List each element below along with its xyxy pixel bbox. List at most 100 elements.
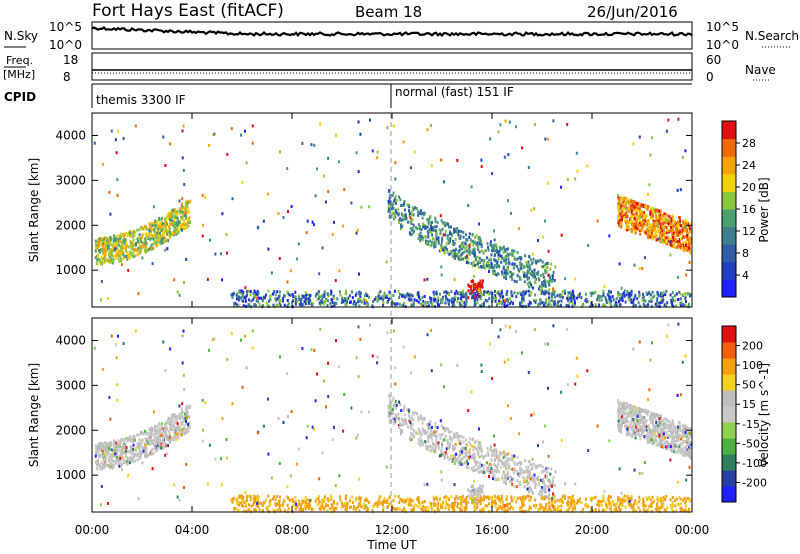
power-echo-cell [513,291,516,295]
power-echo-cell [488,270,490,273]
velocity-echo-cell [628,432,631,436]
power-echo-cell [528,293,531,297]
velocity-echo-cell [164,426,167,430]
power-echo-cell [476,285,479,289]
power-echo-cell [388,290,391,294]
power-echo-cell [173,278,176,282]
power-echo-cell [522,304,525,308]
velocity-echo-cell [126,439,129,443]
power-echo-cell [121,263,123,267]
power-echo-cell [477,283,480,287]
power-echo-cell [104,236,107,240]
power-echo-cell [661,214,664,217]
velocity-echo-cell [169,421,172,425]
velocity-echo-cell [472,465,475,469]
velocity-echo-cell [108,449,110,453]
power-echo-cell [404,213,407,217]
power-echo-cell [623,289,626,293]
power-echo-cell [497,250,500,254]
velocity-echo-cell [168,440,171,444]
power-echo-cell [160,217,163,220]
power-echo-cell [503,155,506,159]
power-echo-cell [516,291,519,295]
power-echo-cell [659,236,662,240]
power-echo-cell [118,259,121,263]
power-echo-cell [410,233,413,237]
velocity-echo-cell [473,452,476,456]
power-echo-cell [480,243,483,247]
power-echo-cell [678,230,681,234]
velocity-echo-cell [139,456,142,460]
velocity-echo-cell [95,446,98,450]
power-echo-cell [618,224,621,228]
power-echo-cell [455,254,457,258]
velocity-echo-cell [127,450,130,454]
power-echo-cell [119,234,121,238]
velocity-echo-cell [136,442,139,446]
power-echo-cell [104,249,107,252]
power-echo-cell [432,290,435,294]
power-echo-cell [395,211,398,215]
velocity-echo-cell [145,432,148,436]
power-echo-cell [121,240,124,244]
power-echo-cell [289,293,292,297]
velocity-echo-cell [417,438,420,442]
power-echo-cell [677,117,680,121]
power-echo-cell [185,226,188,229]
power-echo-cell [437,302,439,306]
power-echo-cell [634,231,637,235]
velocity-echo-cell [405,422,408,426]
power-echo-cell [649,232,652,236]
power-echo-cell [667,118,670,122]
power-echo-cell [465,300,468,304]
colorbar-swatch [722,173,736,192]
power-echo-cell [108,255,111,259]
velocity-echo-cell [146,439,149,443]
power-echo-cell [176,223,179,227]
power-echo-cell [246,290,249,293]
velocity-echo-cell [488,471,491,475]
power-echo-cell [605,298,608,302]
power-echo-cell [176,210,179,214]
power-echo-cell [488,297,491,301]
velocity-echo-cell [511,483,514,486]
velocity-echo-cell [466,443,469,447]
power-echo-cell [480,165,483,168]
power-echo-cell [120,259,123,263]
velocity-echo-cell [403,407,405,411]
power-echo-cell [682,235,685,238]
power-echo-cell [106,244,109,248]
velocity-echo-cell [105,457,108,461]
power-echo-cell [675,230,678,234]
velocity-echo-cell [118,445,121,448]
power-echo-cell [505,258,507,262]
power-echo-cell [428,228,431,231]
power-echo-cell [330,289,333,293]
velocity-echo-cell [476,449,479,453]
velocity-echo-cell [161,435,164,438]
power-echo-cell [160,228,163,232]
power-echo-cell [517,267,520,271]
power-echo-cell [658,216,661,220]
power-echo-cell [314,294,317,298]
velocity-echo-cell [436,426,439,430]
power-echo-cell [649,293,652,297]
velocity-echo-cell [529,485,532,489]
velocity-echo-cell [463,455,466,459]
power-echo-cell [652,234,655,238]
velocity-echo-cell [174,433,177,437]
freq-label: Freq. [6,54,33,67]
power-echo-cell [142,244,145,248]
power-echo-cell [516,257,519,261]
power-echo-cell [636,201,639,205]
power-echo-cell [323,302,326,306]
power-echo-cell [477,246,480,250]
power-echo-cell [365,304,368,308]
power-echo-cell [409,232,411,236]
power-echo-cell [548,288,551,292]
power-echo-cell [663,221,665,225]
power-echo-cell [147,232,149,236]
power-echo-cell [621,214,624,217]
power-echo-cell [685,222,688,226]
power-echo-cell [151,262,154,266]
